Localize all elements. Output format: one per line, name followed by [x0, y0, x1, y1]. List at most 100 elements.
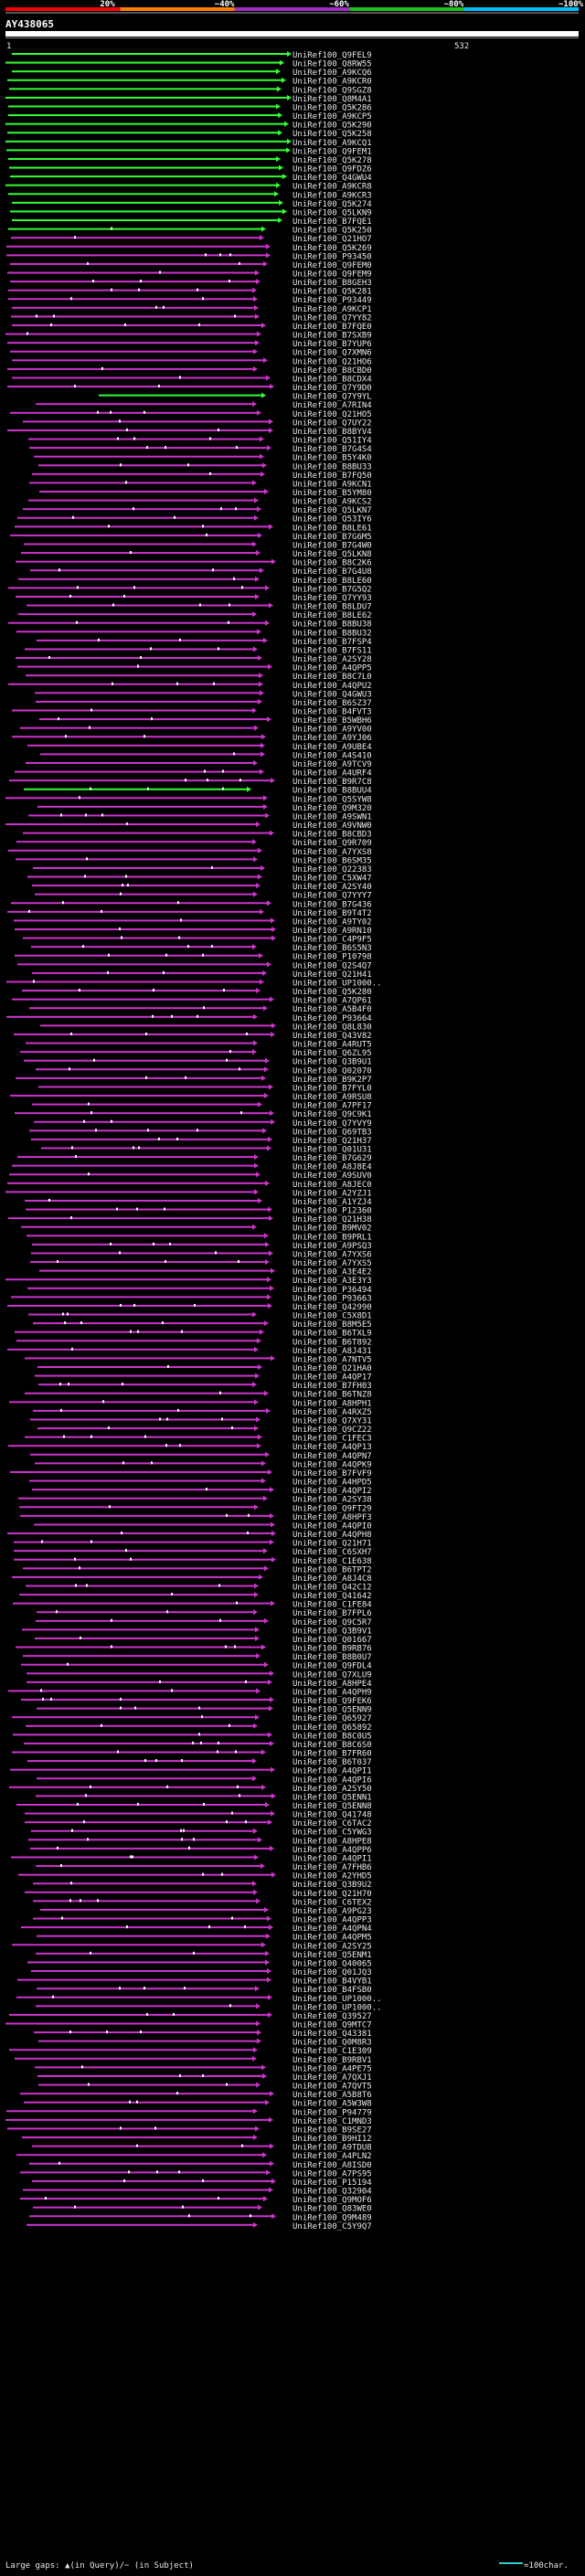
hit-row[interactable]: UniRef100_A8HPF3: [20, 1512, 372, 1522]
hit-label[interactable]: UniRef100_B8C0U5: [292, 1732, 372, 1741]
hit-label[interactable]: UniRef100_Q4GWU3: [292, 690, 372, 699]
hit-label[interactable]: UniRef100_Q21H37: [292, 1137, 372, 1146]
hit-label[interactable]: UniRef100_A3E3Y3: [292, 1277, 372, 1286]
hit-row[interactable]: UniRef100_Q9FDL4: [21, 1661, 372, 1671]
hit-row[interactable]: UniRef100_Q6ZL95: [20, 1049, 372, 1058]
hit-row[interactable]: UniRef100_A4QPH8: [7, 1531, 372, 1540]
hit-row[interactable]: UniRef100_C1FE84: [13, 1600, 372, 1610]
hit-row[interactable]: UniRef100_A9RSU8: [10, 1093, 372, 1102]
hit-row[interactable]: UniRef100_Q02070: [36, 1066, 372, 1076]
hit-row[interactable]: UniRef100_Q21H38: [8, 1215, 372, 1224]
hit-row[interactable]: UniRef100_A4QPU2: [8, 681, 372, 691]
hit-row[interactable]: UniRef100_A9YJ06: [12, 734, 372, 743]
hit-row[interactable]: UniRef100_Q5K269: [6, 243, 372, 253]
hit-label[interactable]: UniRef100_A9KCR0: [292, 78, 372, 87]
hit-row[interactable]: UniRef100_Q9FEM0: [10, 260, 372, 270]
hit-row[interactable]: UniRef100_A4QPI6: [37, 1776, 372, 1785]
hit-label[interactable]: UniRef100_P36494: [292, 1286, 372, 1295]
hit-label[interactable]: UniRef100_UP1000..: [292, 979, 382, 988]
hit-row[interactable]: UniRef100_Q01U31: [41, 1145, 372, 1155]
hit-label[interactable]: UniRef100_A4RUT5: [292, 1041, 372, 1050]
hit-row[interactable]: UniRef100_A9KCQ6: [12, 69, 372, 78]
hit-label[interactable]: UniRef100_B7G4W0: [292, 541, 372, 550]
hit-label[interactable]: UniRef100_B9HI12: [292, 2135, 372, 2144]
hit-label[interactable]: UniRef100_A4QPM5: [292, 1934, 372, 1943]
hit-label[interactable]: UniRef100_Q5ENN9: [292, 1706, 372, 1715]
hit-label[interactable]: UniRef100_A4QPH9: [292, 1688, 372, 1697]
hit-label[interactable]: UniRef100_B7FQ50: [292, 472, 372, 481]
hit-row[interactable]: UniRef100_Q39527: [9, 2011, 372, 2021]
hit-label[interactable]: UniRef100_B5YM80: [292, 489, 372, 498]
hit-label[interactable]: UniRef100_Q9FEM0: [292, 261, 372, 270]
hit-row[interactable]: UniRef100_A4S410: [40, 751, 372, 760]
hit-row[interactable]: UniRef100_Q5ENN8: [16, 1802, 372, 1811]
hit-label[interactable]: UniRef100_A9TCV9: [292, 760, 372, 769]
hit-label[interactable]: UniRef100_A2YHD5: [292, 1872, 372, 1882]
hit-label[interactable]: UniRef100_Q8M4A1: [292, 95, 372, 104]
hit-row[interactable]: UniRef100_P15194: [32, 2178, 372, 2188]
hit-row[interactable]: UniRef100_C1E309: [9, 2047, 372, 2056]
hit-label[interactable]: UniRef100_A7PS95: [292, 2169, 372, 2178]
hit-row[interactable]: UniRef100_B4FVT3: [12, 707, 372, 717]
hit-row[interactable]: UniRef100_Q8M4A1: [5, 94, 372, 104]
hit-label[interactable]: UniRef100_Q5K274: [292, 200, 372, 209]
hit-label[interactable]: UniRef100_Q3B9U1: [292, 1058, 372, 1067]
hit-label[interactable]: UniRef100_C5YWG3: [292, 1829, 372, 1838]
hit-label[interactable]: UniRef100_B7G629: [292, 1154, 372, 1163]
hit-row[interactable]: UniRef100_A4QPN4: [21, 1924, 372, 1934]
hit-label[interactable]: UniRef100_B8BU33: [292, 462, 372, 472]
hit-row[interactable]: UniRef100_Q7XMN6: [10, 348, 372, 358]
hit-label[interactable]: UniRef100_Q3B9U2: [292, 1881, 372, 1890]
hit-label[interactable]: UniRef100_A2SY25: [292, 1942, 372, 1951]
hit-label[interactable]: UniRef100_A4PE75: [292, 2064, 372, 2073]
hit-row[interactable]: UniRef100_A9KCQ1: [5, 138, 372, 148]
hit-label[interactable]: UniRef100_Q5ENM1: [292, 1951, 372, 1960]
hit-label[interactable]: UniRef100_B6T892: [292, 1338, 372, 1347]
hit-label[interactable]: UniRef100_B4VYB1: [292, 1977, 372, 1987]
hit-label[interactable]: UniRef100_Q9FDZ6: [292, 165, 372, 175]
hit-label[interactable]: UniRef100_A4QPN7: [292, 1452, 372, 1461]
hit-label[interactable]: UniRef100_Q9CZ22: [292, 1426, 372, 1435]
hit-label[interactable]: UniRef100_Q5K250: [292, 227, 372, 236]
hit-label[interactable]: UniRef100_Q42990: [292, 1303, 372, 1312]
hit-row[interactable]: UniRef100_B7SXB9: [5, 331, 372, 341]
hit-label[interactable]: UniRef100_P12360: [292, 1207, 372, 1216]
hit-label[interactable]: UniRef100_A7YXS5: [292, 1259, 372, 1268]
hit-row[interactable]: UniRef100_Q5K250: [8, 226, 372, 236]
hit-row[interactable]: UniRef100_B8C0U5: [13, 1732, 372, 1741]
hit-row[interactable]: UniRef100_Q7YYY7: [35, 891, 372, 901]
hit-label[interactable]: UniRef100_A4QPP6: [292, 1846, 372, 1855]
hit-row[interactable]: UniRef100_UP1000..: [6, 979, 382, 988]
hit-row[interactable]: UniRef100_Q9MTC7: [5, 2020, 372, 2030]
hit-label[interactable]: UniRef100_B9MV02: [292, 1224, 372, 1234]
hit-label[interactable]: UniRef100_Q53IY6: [292, 515, 372, 525]
hit-row[interactable]: UniRef100_Q2S4Q7: [17, 961, 372, 970]
hit-label[interactable]: UniRef100_Q7YY82: [292, 313, 372, 323]
hit-label[interactable]: UniRef100_A9KCP1: [292, 305, 372, 314]
hit-row[interactable]: UniRef100_A8JEC0: [7, 1180, 372, 1190]
hit-label[interactable]: UniRef100_A9PSQ3: [292, 1242, 372, 1251]
hit-row[interactable]: UniRef100_B5YM80: [39, 489, 372, 498]
hit-label[interactable]: UniRef100_A4QPP5: [292, 664, 372, 673]
hit-label[interactable]: UniRef100_Q3B9V1: [292, 1627, 372, 1636]
hit-label[interactable]: UniRef100_B7G4S4: [292, 445, 372, 454]
hit-row[interactable]: UniRef100_Q7YVY9: [34, 1118, 372, 1129]
hit-label[interactable]: UniRef100_Q21H70: [292, 1890, 372, 1899]
hit-row[interactable]: UniRef100_Q83WE0: [33, 2204, 372, 2214]
hit-label[interactable]: UniRef100_A9YJ06: [292, 734, 372, 743]
hit-label[interactable]: UniRef100_B7SXB9: [292, 332, 372, 341]
hit-label[interactable]: UniRef100_A7QXJ1: [292, 2073, 372, 2083]
hit-label[interactable]: UniRef100_Q5K286: [292, 103, 372, 112]
hit-label[interactable]: UniRef100_B4FVT3: [292, 708, 372, 717]
hit-row[interactable]: UniRef100_B9HI12: [22, 2135, 372, 2144]
hit-label[interactable]: UniRef100_Q9FEL9: [292, 51, 372, 60]
hit-row[interactable]: UniRef100_Q9FEL9: [12, 51, 372, 60]
hit-label[interactable]: UniRef100_Q21HO5: [292, 410, 372, 419]
hit-label[interactable]: UniRef100_C6TEX2: [292, 1898, 372, 1907]
hit-row[interactable]: UniRef100_B8C2K6: [16, 558, 372, 568]
hit-label[interactable]: UniRef100_B9SE27: [292, 2125, 372, 2135]
hit-label[interactable]: UniRef100_UP1000..: [292, 2003, 382, 2012]
hit-row[interactable]: UniRef100_Q42990: [7, 1302, 372, 1312]
hit-label[interactable]: UniRef100_C5XW47: [292, 875, 372, 884]
hit-row[interactable]: UniRef100_A8J4C8: [12, 1574, 372, 1584]
